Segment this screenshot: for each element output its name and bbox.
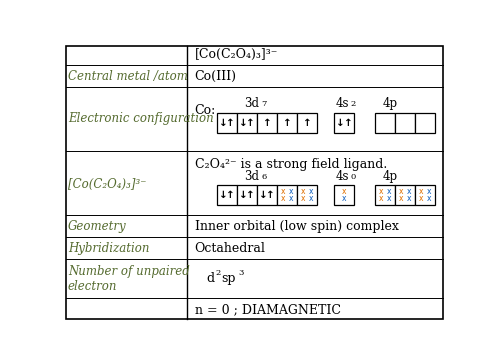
Text: ↓: ↓: [219, 118, 228, 127]
Text: x: x: [399, 194, 404, 203]
Text: Number of unpaired
electron: Number of unpaired electron: [68, 265, 189, 293]
Text: 0: 0: [350, 173, 356, 181]
Bar: [375, 185, 395, 205]
Text: Central metal /atom: Central metal /atom: [68, 70, 187, 83]
Text: x: x: [379, 194, 384, 203]
Bar: [217, 113, 237, 132]
Text: x: x: [427, 194, 432, 203]
Text: n = 0 ; DIAMAGNETIC: n = 0 ; DIAMAGNETIC: [194, 303, 341, 316]
Text: Geometry: Geometry: [68, 219, 126, 232]
Text: x: x: [407, 187, 411, 196]
Text: x: x: [342, 187, 346, 196]
Text: x: x: [419, 194, 424, 203]
Text: x: x: [309, 187, 313, 196]
Bar: [297, 113, 317, 132]
Text: 4s: 4s: [336, 170, 350, 183]
Text: 4p: 4p: [383, 170, 398, 183]
Text: ↑: ↑: [266, 190, 275, 200]
Text: x: x: [281, 187, 285, 196]
Text: ↓: ↓: [336, 118, 345, 127]
Text: ↑: ↑: [303, 118, 311, 127]
Text: x: x: [419, 187, 424, 196]
Bar: [395, 185, 415, 205]
Bar: [237, 185, 257, 205]
Text: 2: 2: [350, 100, 356, 108]
Text: x: x: [289, 194, 293, 203]
Text: ↓: ↓: [239, 118, 248, 127]
Text: x: x: [342, 194, 346, 203]
Bar: [415, 113, 435, 132]
Text: Hybridization: Hybridization: [68, 242, 149, 255]
Text: ↑: ↑: [247, 118, 255, 127]
Bar: [257, 113, 277, 132]
Text: ↓: ↓: [219, 190, 228, 200]
Text: x: x: [399, 187, 404, 196]
Text: x: x: [289, 187, 293, 196]
Text: Octahedral: Octahedral: [194, 242, 265, 255]
Text: x: x: [301, 194, 305, 203]
Text: x: x: [309, 194, 313, 203]
Text: d: d: [206, 273, 214, 286]
Text: x: x: [427, 187, 432, 196]
Bar: [395, 113, 415, 132]
Text: 6: 6: [261, 173, 266, 181]
Text: ↑: ↑: [283, 118, 291, 127]
Text: sp: sp: [221, 273, 235, 286]
Text: x: x: [301, 187, 305, 196]
Text: x: x: [281, 194, 285, 203]
Bar: [415, 185, 435, 205]
Text: Inner orbital (low spin) complex: Inner orbital (low spin) complex: [194, 219, 398, 232]
Text: 3d: 3d: [244, 97, 259, 110]
Text: ↓: ↓: [239, 190, 248, 200]
Text: Electronic configuration: Electronic configuration: [68, 112, 213, 125]
Text: ↓: ↓: [259, 190, 267, 200]
Text: 7: 7: [261, 100, 266, 108]
Bar: [277, 185, 297, 205]
Text: ↑: ↑: [344, 118, 352, 127]
Bar: [334, 113, 354, 132]
Text: ↑: ↑: [262, 118, 271, 127]
Text: x: x: [379, 187, 384, 196]
Text: [Co(C₂O₄)₃]³⁻: [Co(C₂O₄)₃]³⁻: [68, 178, 146, 191]
Bar: [237, 113, 257, 132]
Text: 4s: 4s: [336, 97, 350, 110]
Text: [Co(C₂O₄)₃]³⁻: [Co(C₂O₄)₃]³⁻: [194, 48, 278, 61]
Text: x: x: [387, 194, 391, 203]
Bar: [277, 113, 297, 132]
Text: Co:: Co:: [194, 104, 216, 117]
Bar: [375, 113, 395, 132]
Text: x: x: [387, 187, 391, 196]
Text: 3d: 3d: [244, 170, 259, 183]
Text: ↑: ↑: [247, 190, 255, 200]
Bar: [217, 185, 237, 205]
Text: 4p: 4p: [383, 97, 398, 110]
Text: x: x: [407, 194, 411, 203]
Bar: [297, 185, 317, 205]
Text: 3: 3: [239, 269, 244, 277]
Text: C₂O₄²⁻ is a strong field ligand.: C₂O₄²⁻ is a strong field ligand.: [194, 158, 387, 171]
Text: 2: 2: [216, 269, 221, 277]
Text: ↑: ↑: [226, 190, 235, 200]
Bar: [257, 185, 277, 205]
Text: Co(III): Co(III): [194, 70, 237, 83]
Bar: [334, 185, 354, 205]
Text: ↑: ↑: [226, 118, 235, 127]
